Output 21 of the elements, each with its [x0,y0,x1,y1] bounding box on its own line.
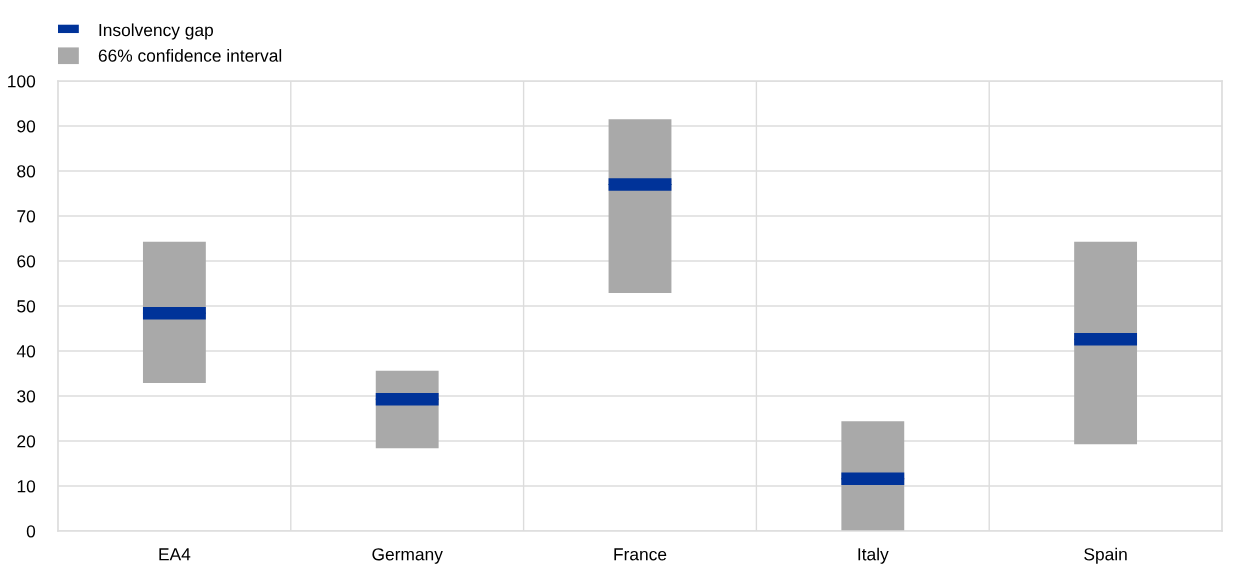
y-tick-label: 50 [17,300,36,313]
x-tick-label: France [614,548,667,561]
x-tick-label: Italy [858,547,889,564]
legend-label: 66% confidence interval [98,49,282,62]
legend-label: Insolvency gap [99,23,214,40]
y-tick-label: 10 [17,480,36,493]
bar [608,119,672,293]
y-tick-label: 40 [16,345,36,358]
y-tick-label: 100 [8,75,36,88]
y-tick-label: 90 [17,120,36,133]
x-tick-label: Germany [372,548,443,564]
x-tick-label: Spain [1084,547,1127,564]
y-tick-label: 20 [17,435,36,448]
y-tick-label: 30 [17,390,36,403]
y-tick-label: 70 [17,210,36,223]
bar [1074,241,1138,445]
y-tick-label: 80 [17,165,36,178]
y-tick-label: 60 [17,255,36,268]
x-tick-label: EA4 [159,548,191,561]
y-tick-label: 0 [26,525,36,538]
bar [841,421,905,531]
